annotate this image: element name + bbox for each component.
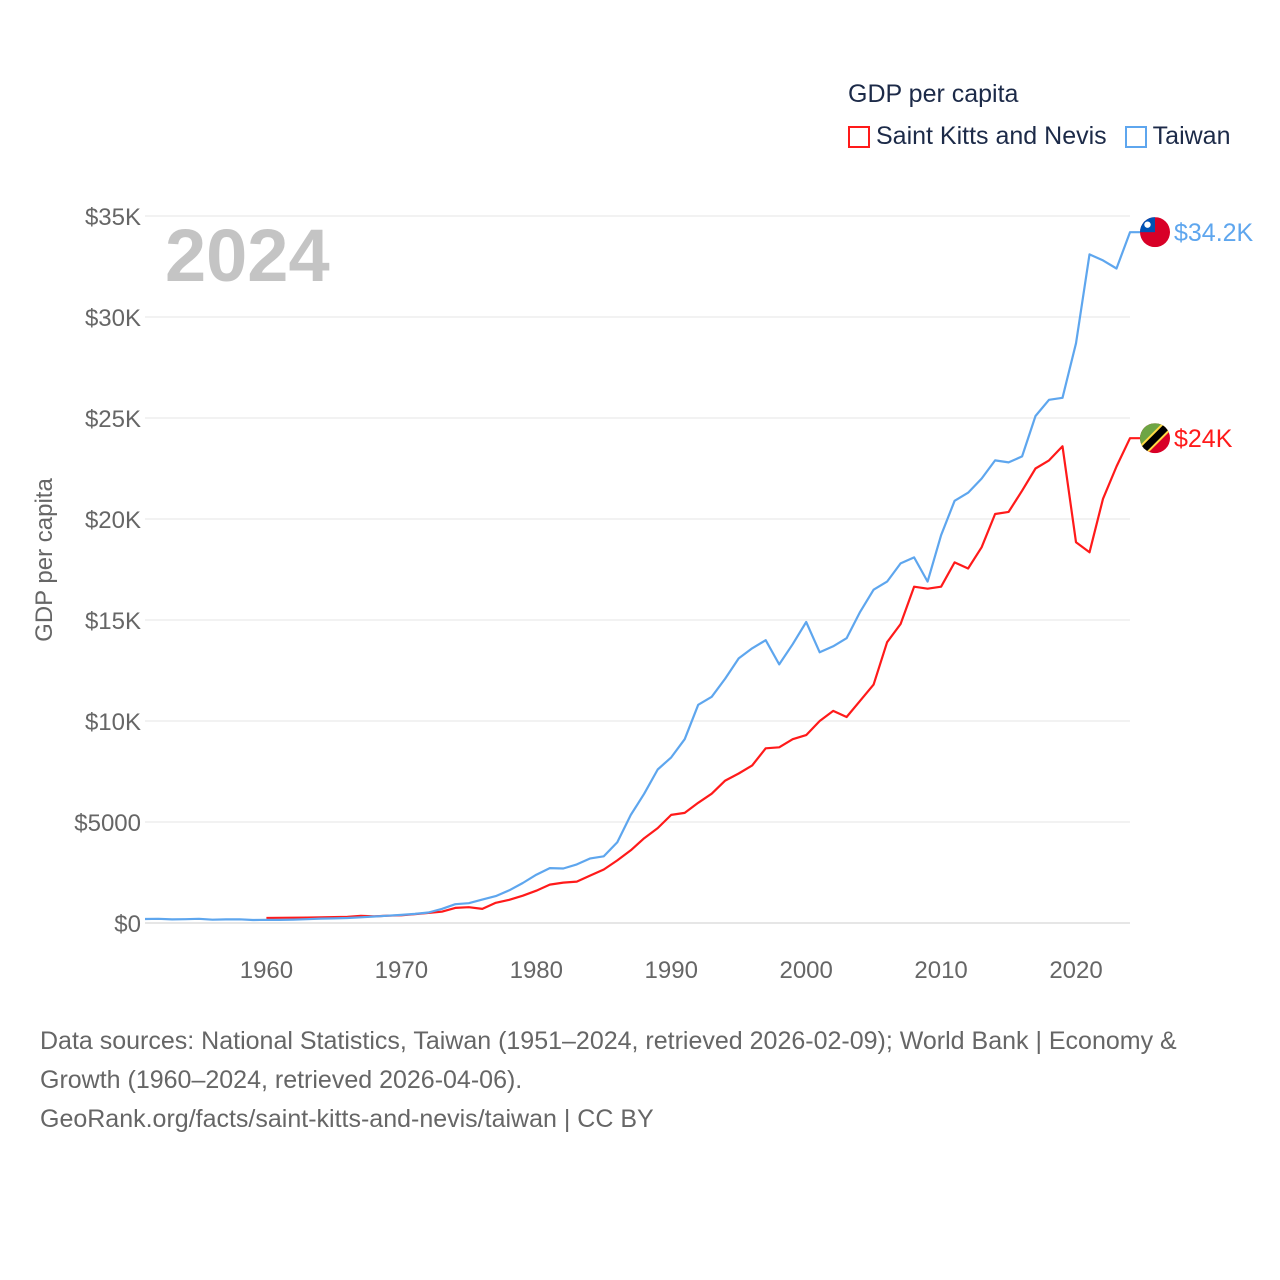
legend-label: Saint Kitts and Nevis	[876, 122, 1107, 150]
flag-taiwan-icon	[1140, 217, 1170, 248]
series-line-taiwan[interactable]	[144, 231, 1140, 922]
y-tick-label: $15K	[85, 608, 141, 635]
flag-body	[1140, 423, 1170, 454]
y-tick-label: $20K	[85, 507, 141, 534]
y-tick-label: $10K	[85, 709, 141, 736]
x-tick-label: 1990	[645, 957, 698, 984]
y-axis-label: GDP per capita	[31, 478, 58, 642]
end-value-label-saint-kitts-and-nevis: $24K	[1174, 425, 1233, 453]
line-chart: $0 $5000 $10K $15K $20K $25K $30K $35K 1960 1970 1…	[31, 204, 1254, 984]
series-line-saint-kitts-and-nevis[interactable]	[266, 437, 1140, 920]
legend-item-saint-kitts-and-nevis[interactable]: Saint Kitts and Nevis	[848, 122, 1107, 151]
x-tick-label: 1960	[240, 957, 293, 984]
footer: Data sources: National Statistics, Taiwa…	[40, 1022, 1240, 1139]
legend: Saint Kitts and Nevis Taiwan	[848, 122, 1231, 151]
attribution-link[interactable]: GeoRank.org/facts/saint-kitts-and-nevis/…	[40, 1105, 654, 1133]
y-tick-label: $5000	[74, 810, 141, 837]
data-sources: Data sources: National Statistics, Taiwa…	[40, 1027, 1177, 1094]
x-tick-label: 2000	[779, 957, 832, 984]
x-tick-label: 2020	[1049, 957, 1102, 984]
flag-saint-kitts-and-nevis-icon	[1140, 423, 1170, 454]
x-tick-label: 2010	[914, 957, 967, 984]
legend-item-taiwan[interactable]: Taiwan	[1124, 122, 1231, 151]
legend-swatch-saint-kitts-and-nevis	[848, 125, 870, 148]
legend-title: GDP per capita	[848, 80, 1019, 108]
x-tick-label: 1970	[375, 957, 428, 984]
year-label: 2024	[165, 214, 330, 297]
end-value-label-taiwan: $34.2K	[1174, 219, 1254, 247]
y-tick-label: $0	[114, 911, 141, 938]
legend-swatch-taiwan	[1124, 125, 1147, 148]
y-tick-label: $25K	[85, 406, 141, 433]
y-tick-label: $35K	[85, 204, 141, 231]
flag-black-band	[1140, 423, 1170, 454]
flag-body	[1140, 217, 1170, 248]
legend-label: Taiwan	[1152, 122, 1231, 150]
y-tick-label: $30K	[85, 305, 141, 332]
x-tick-label: 1980	[510, 957, 563, 984]
flag-sun	[1144, 221, 1151, 228]
